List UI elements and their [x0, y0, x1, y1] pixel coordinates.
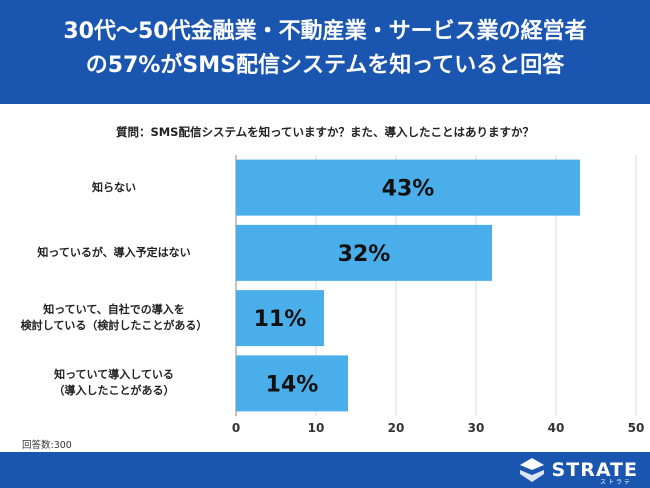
bar	[236, 355, 348, 412]
category-label-line: 知っていて、自社での導入を	[43, 303, 185, 317]
strate-logo-icon	[519, 458, 544, 482]
x-tick-label: 0	[232, 421, 240, 435]
category-label-line: 知らない	[92, 180, 136, 194]
title-line-1: 30代〜50代金融業・不動産業・サービス業の経営者	[63, 19, 587, 44]
bar-data-label: 14%	[266, 372, 319, 397]
category-label-line: 検討している（検討したことがある）	[20, 319, 208, 333]
x-tick-label: 30	[468, 421, 485, 435]
respondent-count: 回答数:300	[22, 440, 72, 451]
bar-data-label: 32%	[338, 242, 391, 267]
bar-chart: 0 10 20 30 40 50 43% 32% 11% 14%	[232, 155, 645, 435]
x-tick-label: 20	[388, 421, 405, 435]
bar	[236, 290, 324, 347]
bar	[236, 159, 580, 216]
category-label: 知っていて、自社での導入を検討している（検討したことがある）	[0, 298, 228, 338]
bar	[236, 224, 492, 281]
bar-data-label: 43%	[382, 177, 435, 202]
x-tick-label: 10	[308, 421, 325, 435]
x-tick-label: 40	[548, 421, 565, 435]
title-banner	[0, 0, 650, 104]
logo-subtitle: ストラテ	[599, 479, 632, 486]
bar-data-label: 11%	[254, 307, 307, 332]
category-label: 知らない	[0, 168, 228, 208]
strate-logo: STRATE	[518, 455, 638, 485]
category-label-line: 知っているが、導入予定はない	[37, 245, 191, 259]
title-line-2: の57%がSMS配信システムを知っていると回答	[85, 53, 565, 78]
category-label-line: 知っていて導入している	[54, 368, 174, 382]
category-label-line: （導入したことがある）	[53, 384, 175, 398]
category-label: 知っていて導入している （導入したことがある）	[0, 363, 228, 403]
x-tick-label: 50	[628, 421, 645, 435]
category-label: 知っているが、導入予定はない	[0, 233, 228, 273]
survey-question: 質問：SMS配信システムを知っていますか？また、導入したことはありますか？	[115, 125, 535, 139]
page-title: 30代〜50代金融業・不動産業・サービス業の経営者 の57%がSMS配信システム…	[0, 15, 650, 83]
logo-wordmark: STRATE	[551, 459, 638, 481]
footer-banner	[0, 452, 650, 488]
